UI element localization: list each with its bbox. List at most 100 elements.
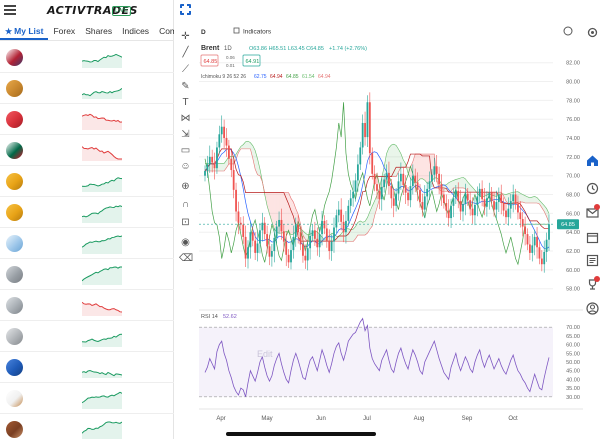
candle-body (232, 170, 235, 190)
ichimoku-cloud-segment (291, 198, 294, 235)
price-axis-label: 72.00 (566, 155, 580, 161)
candle-body (333, 227, 335, 242)
candle-body (299, 232, 302, 245)
tab-indices[interactable]: Indices (117, 23, 154, 40)
ichimoku-cloud-segment (525, 195, 528, 204)
ichimoku-cloud-segment (537, 197, 540, 204)
tab-my-list[interactable]: ★ My List (0, 23, 49, 40)
candle-body (304, 255, 307, 261)
settings-icon[interactable] (586, 26, 599, 39)
projection-icon[interactable]: ⇲ (181, 129, 190, 140)
list-item[interactable] (0, 383, 174, 414)
expand-icon[interactable] (179, 3, 192, 16)
trendline-icon[interactable]: ╱ (182, 47, 189, 58)
history-icon[interactable] (586, 182, 599, 195)
oil-can-icon (6, 204, 23, 221)
sell-price[interactable]: 64.85 (204, 59, 218, 65)
pattern-icon[interactable]: ⋈ (180, 113, 191, 124)
candle-body (380, 187, 383, 200)
candle-body (536, 236, 538, 248)
ruler-icon[interactable]: ▭ (180, 145, 191, 156)
list-item[interactable] (0, 135, 174, 166)
indicators-icon[interactable] (233, 27, 240, 34)
candle-body (321, 220, 323, 235)
ichimoku-cloud-segment (350, 229, 354, 242)
candle-body (368, 102, 371, 154)
brush-icon[interactable]: ✎ (181, 81, 190, 92)
ichimoku-cloud-segment (269, 192, 272, 222)
lock-icon[interactable]: ⊡ (181, 217, 190, 228)
candle-body (464, 193, 467, 204)
candle-body (495, 202, 498, 210)
candle-body (383, 179, 386, 188)
rsi-axis-label: 55.00 (566, 351, 580, 357)
ichimoku-cloud-segment (400, 153, 404, 168)
tab-commo[interactable]: Commo (154, 23, 174, 40)
candle-body (364, 122, 366, 138)
price-chart[interactable]: 58.00 60.00 62.00 64.00 66.00 68.00 70.00 72.00… (197, 22, 583, 439)
watchlist-tabs: ★My List Forex Shares Indices Commo (0, 23, 174, 41)
list-item[interactable] (0, 197, 174, 228)
menu-icon[interactable] (4, 5, 16, 15)
crosshair-icon[interactable]: ✛ (181, 31, 190, 42)
list-item[interactable] (0, 321, 174, 352)
watermark-text: Edit (257, 349, 273, 359)
list-item[interactable] (0, 290, 174, 321)
candle-body (505, 210, 507, 218)
ohlc-values: O63.86 H65.51 L63.45 C64.85 (249, 46, 324, 52)
candle-body (278, 219, 280, 227)
sparkline (82, 113, 122, 130)
calendar-icon[interactable] (586, 231, 599, 244)
candle-body (376, 184, 378, 191)
tab-shares[interactable]: Shares (80, 23, 117, 40)
eye-icon[interactable]: ◉ (181, 237, 190, 248)
candle-body (431, 174, 433, 182)
trophy-icon[interactable] (586, 276, 600, 291)
buy-button[interactable] (242, 54, 261, 67)
interval-selector[interactable]: D (201, 29, 206, 36)
tab-forex[interactable]: Forex (48, 23, 80, 40)
candle-body (411, 175, 414, 187)
list-item[interactable] (0, 42, 174, 73)
home-icon[interactable] (586, 154, 599, 167)
ichimoku-cloud-segment (529, 197, 533, 204)
indicators-button[interactable]: Indicators (243, 29, 272, 36)
candle-body (266, 234, 269, 247)
list-item[interactable] (0, 73, 174, 104)
profile-icon[interactable] (586, 302, 599, 315)
list-item[interactable] (0, 166, 174, 197)
news-icon[interactable] (586, 254, 599, 267)
text-icon[interactable]: T (182, 97, 189, 108)
list-item[interactable] (0, 228, 174, 259)
ichimoku-cloud-segment (544, 205, 547, 217)
candle-body (497, 194, 500, 203)
zoom-in-icon[interactable]: ⊕ (181, 181, 190, 192)
list-item[interactable] (0, 414, 174, 439)
ichimoku-cloud-segment (355, 222, 358, 239)
candle-body (311, 230, 314, 236)
mail-icon[interactable] (586, 204, 600, 219)
magnet-icon[interactable]: ∩ (181, 199, 190, 210)
candle-body (419, 189, 421, 203)
multiline-icon[interactable]: ⟋ (182, 64, 189, 75)
list-item[interactable] (0, 259, 174, 290)
candle-body (251, 232, 254, 241)
chart-settings-icon[interactable] (563, 26, 573, 36)
list-item[interactable] (0, 104, 174, 135)
buy-price[interactable]: 64.91 (246, 59, 260, 65)
emoji-icon[interactable]: ☺ (180, 161, 191, 172)
list-item[interactable] (0, 352, 174, 383)
sparkline (82, 87, 122, 99)
sparkline (82, 205, 122, 223)
sell-button[interactable] (200, 54, 219, 67)
ichimoku-cloud-segment (257, 158, 260, 176)
candle-body (466, 193, 469, 201)
trash-icon[interactable]: ⌫ (179, 253, 194, 264)
candle-body (285, 241, 288, 255)
candle-body (433, 166, 436, 175)
ichimoku-cloud-segment (463, 177, 466, 189)
candle-body (287, 254, 290, 263)
candle-body (211, 156, 214, 163)
candle-body (273, 237, 276, 252)
ichimoku-cloud-segment (467, 182, 471, 193)
